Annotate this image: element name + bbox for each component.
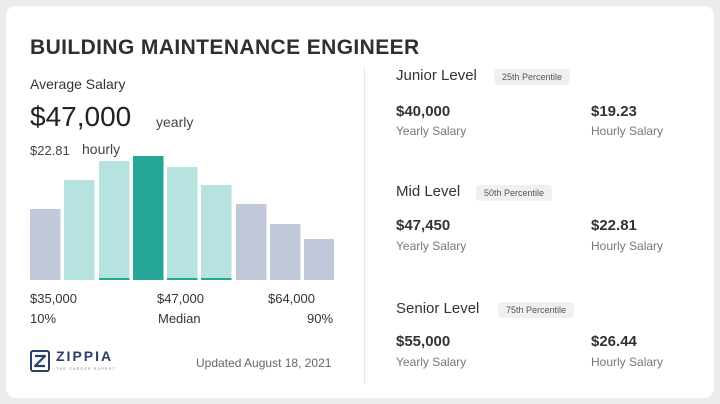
average-salary-value: $47,000	[30, 101, 132, 132]
average-salary-period: yearly	[156, 114, 194, 130]
level-title-senior: Senior Level	[396, 300, 480, 317]
histogram-bar-6	[201, 185, 232, 280]
histogram-bar-2	[64, 180, 95, 280]
junior-yearly-value: $40,000	[396, 103, 451, 120]
salary-histogram	[30, 156, 334, 280]
junior-hourly-value: $19.23	[591, 103, 637, 120]
histogram-bar-underline-3	[99, 278, 130, 280]
histogram-bar-8	[270, 224, 301, 280]
histogram-bar-3	[99, 161, 130, 280]
zippia-logo-icon	[30, 350, 50, 372]
salary-distribution-chart	[30, 156, 334, 280]
logo-wordmark: ZIPPIA	[56, 348, 114, 364]
updated-date: Updated August 18, 2021	[196, 356, 332, 370]
average-hourly-label: hourly	[82, 141, 121, 157]
mid-hourly-label: Hourly Salary	[591, 239, 664, 253]
zippia-logo[interactable]: ZIPPIA THE CAREER EXPERT	[30, 346, 140, 376]
level-title-junior: Junior Level	[396, 67, 477, 84]
axis-median-value: $47,000	[157, 291, 204, 306]
column-divider	[364, 66, 365, 384]
histogram-bar-9	[304, 239, 334, 280]
axis-median-label: Median	[158, 311, 201, 326]
junior-hourly-label: Hourly Salary	[591, 124, 664, 138]
junior-yearly-label: Yearly Salary	[396, 124, 467, 138]
histogram-bar-1	[30, 209, 61, 280]
axis-min-value: $35,000	[30, 291, 77, 306]
axis-max-value: $64,000	[268, 291, 315, 306]
percentile-badge-mid: 50th Percentile	[476, 185, 553, 201]
histogram-bar-underline-6	[201, 278, 232, 280]
histogram-bar-underline-5	[167, 278, 198, 280]
senior-yearly-label: Yearly Salary	[396, 355, 467, 369]
average-hourly-value: $22.81	[30, 143, 70, 158]
percentile-badge-senior: 75th Percentile	[498, 302, 575, 318]
axis-min-percentile: 10%	[30, 311, 57, 326]
salary-card: BUILDING MAINTENANCE ENGINEER Average Sa…	[6, 6, 714, 398]
histogram-bar-4	[133, 156, 164, 280]
page-title: BUILDING MAINTENANCE ENGINEER	[30, 36, 420, 59]
histogram-bar-7	[236, 204, 267, 280]
mid-yearly-value: $47,450	[396, 217, 451, 234]
mid-hourly-value: $22.81	[591, 217, 637, 234]
senior-yearly-value: $55,000	[396, 333, 451, 350]
axis-max-percentile: 90%	[307, 311, 334, 326]
average-salary-label: Average Salary	[30, 76, 126, 92]
level-title-mid: Mid Level	[396, 183, 461, 200]
percentile-badge-junior: 25th Percentile	[494, 69, 571, 85]
histogram-bar-5	[167, 167, 198, 280]
senior-hourly-value: $26.44	[591, 333, 637, 350]
logo-tagline: THE CAREER EXPERT	[56, 366, 116, 371]
senior-hourly-label: Hourly Salary	[591, 355, 664, 369]
mid-yearly-label: Yearly Salary	[396, 239, 467, 253]
